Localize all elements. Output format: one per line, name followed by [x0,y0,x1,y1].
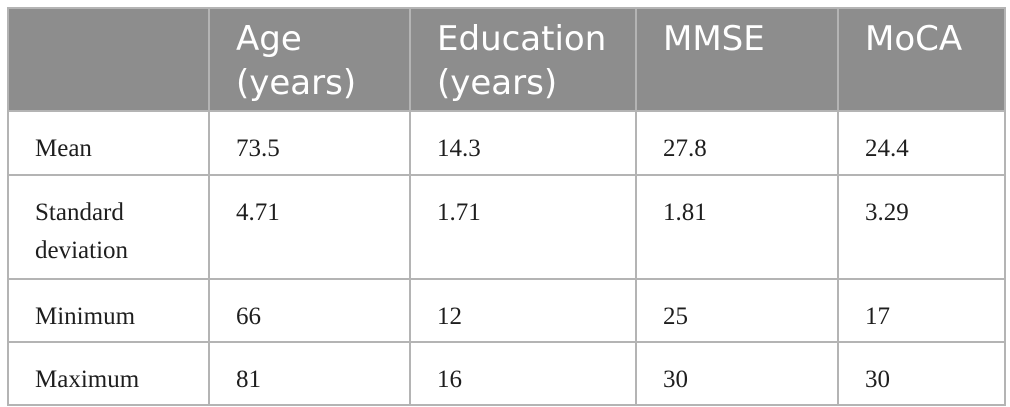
header-moca-label: MoCA [865,19,963,59]
cell-mean-age: 73.5 [208,110,411,176]
cell-max-age: 81 [208,341,411,406]
header-cell-mmse: MMSE [635,7,839,112]
cell-min-education: 12 [409,278,637,343]
table-row-mean: Mean 73.5 14.3 27.8 24.4 [7,110,1006,176]
cell-sd-mmse: 1.81 [635,174,839,280]
row-label-maximum: Maximum [7,341,210,406]
cell-mean-mmse: 27.8 [635,110,839,176]
row-label-mean: Mean [7,110,210,176]
cell-sd-age: 4.71 [208,174,411,280]
cell-max-education: 16 [409,341,637,406]
cell-min-age: 66 [208,278,411,343]
row-label-standard-deviation: Standard deviation [7,174,210,280]
header-cell-education: Education (years) [409,7,637,112]
header-cell-moca: MoCA [837,7,1006,112]
header-row: Age (years) Education (years) MMSE MoCA [7,7,1006,112]
table-row-minimum: Minimum 66 12 25 17 [7,278,1006,343]
header-cell-empty [7,7,210,112]
table-row-maximum: Maximum 81 16 30 30 [7,341,1006,406]
header-cell-age: Age (years) [208,7,411,112]
header-age-label: Age [236,19,302,59]
cell-max-mmse: 30 [635,341,839,406]
row-label-sd-line1: Standard [35,199,124,226]
cell-min-moca: 17 [837,278,1006,343]
cell-min-mmse: 25 [635,278,839,343]
statistics-table: Age (years) Education (years) MMSE MoCA … [7,7,1006,406]
row-label-minimum: Minimum [7,278,210,343]
header-mmse-label: MMSE [663,19,765,59]
cell-max-moca: 30 [837,341,1006,406]
cell-sd-moca: 3.29 [837,174,1006,280]
header-education-unit: (years) [437,63,558,103]
cell-mean-education: 14.3 [409,110,637,176]
cell-sd-education: 1.71 [409,174,637,280]
header-age-unit: (years) [236,63,357,103]
header-education-label: Education [437,19,607,59]
row-label-sd-line2: deviation [35,237,129,264]
table-row-standard-deviation: Standard deviation 4.71 1.71 1.81 3.29 [7,174,1006,280]
cell-mean-moca: 24.4 [837,110,1006,176]
